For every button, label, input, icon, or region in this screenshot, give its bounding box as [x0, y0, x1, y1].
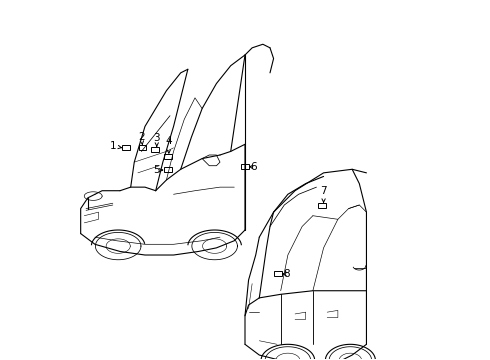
Text: 3: 3 [153, 133, 160, 146]
Text: 1: 1 [110, 141, 122, 151]
Text: 7: 7 [320, 186, 327, 202]
Text: 8: 8 [283, 269, 290, 279]
Bar [274, 271, 282, 276]
Text: 4: 4 [165, 136, 172, 153]
Bar [139, 145, 147, 150]
Bar [122, 145, 130, 150]
Bar [164, 154, 172, 159]
Text: 5: 5 [153, 165, 163, 175]
Bar [151, 147, 159, 152]
Text: 6: 6 [249, 162, 257, 172]
Bar [164, 167, 172, 172]
Bar [241, 164, 248, 169]
Bar [318, 203, 326, 208]
Text: 2: 2 [138, 132, 145, 145]
